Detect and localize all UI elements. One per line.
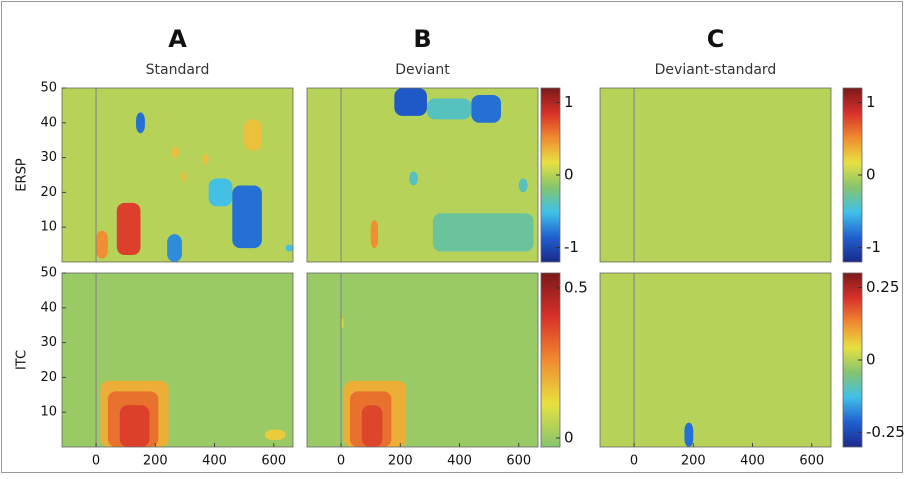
colorbar-tick-label: 1 — [866, 93, 876, 111]
y-tick-label: 10 — [40, 405, 57, 420]
colorbar-tick-label: -0.25 — [866, 423, 905, 441]
plot-frame — [306, 272, 539, 448]
y-tick-label: 30 — [40, 335, 57, 350]
heatmap-blob — [136, 112, 145, 134]
row-label: ERSP — [15, 158, 30, 191]
colorbar-tick-label: 0.25 — [866, 278, 899, 296]
heatmap-blob — [167, 234, 182, 262]
colorbar-tick-label: 1 — [564, 93, 574, 111]
panel-letter: A — [168, 25, 187, 53]
x-tick-label: 200 — [388, 454, 413, 469]
colorbar-tick-label: 0 — [866, 166, 876, 184]
y-tick-label: 30 — [40, 150, 57, 165]
plot-frame — [61, 272, 294, 448]
colorbar-tick-label: -1 — [866, 238, 881, 256]
plot-frame — [61, 87, 294, 263]
x-tick-label: 200 — [143, 454, 168, 469]
heatmap-layer — [100, 380, 286, 447]
heatmap-blob — [432, 213, 534, 252]
colorbar-tick-label: -1 — [564, 238, 579, 256]
heatmap-blob — [202, 154, 209, 165]
heatmap-blob — [426, 98, 472, 120]
y-tick-label: 50 — [40, 81, 57, 96]
colorbar-tick-label: 0 — [564, 166, 574, 184]
heatmap-blob — [232, 185, 262, 249]
heatmap-blob — [244, 119, 262, 151]
x-tick-label: 400 — [447, 454, 472, 469]
x-tick-label: 0 — [630, 454, 638, 469]
x-tick-label: 400 — [740, 454, 765, 469]
heatmap-layer — [96, 112, 293, 262]
heatmap-blob — [181, 171, 187, 182]
heatmap-blob — [264, 429, 286, 441]
y-tick-label: 20 — [40, 370, 57, 385]
colorbar-tick-label: 0.5 — [564, 279, 588, 297]
heatmap-layer — [370, 88, 534, 252]
heatmap-blob — [116, 202, 141, 256]
plot-frame — [599, 272, 832, 448]
x-tick-label: 600 — [261, 454, 286, 469]
x-tick-label: 400 — [202, 454, 227, 469]
y-tick-label: 50 — [40, 266, 57, 281]
heatmap-layer — [684, 422, 694, 447]
colorbar — [540, 272, 561, 448]
heatmap-layer — [341, 318, 407, 447]
x-tick-label: 600 — [506, 454, 531, 469]
y-tick-label: 20 — [40, 185, 57, 200]
heatmap-background — [600, 273, 831, 447]
panel-letter: B — [413, 25, 431, 53]
heatmap-blob — [394, 88, 427, 116]
heatmap-blob — [285, 244, 293, 252]
panel-letter: C — [707, 25, 725, 53]
panel-title: Deviant — [395, 62, 450, 78]
row-label: ITC — [15, 350, 30, 370]
heatmap-blob — [370, 220, 379, 249]
heatmap-blob — [119, 405, 150, 447]
heatmap-blob — [471, 94, 501, 123]
heatmap-blob — [684, 422, 694, 447]
heatmap-blob — [208, 178, 233, 207]
heatmap-blob — [96, 230, 108, 259]
plot-frame — [599, 87, 832, 263]
y-tick-label: 10 — [40, 220, 57, 235]
panel-title: Standard — [146, 62, 210, 78]
panel-title: Deviant-standard — [655, 62, 777, 78]
colorbar-tick-label: 0 — [564, 429, 574, 447]
heatmap-blob — [518, 178, 528, 193]
y-tick-label: 40 — [40, 300, 57, 315]
plot-frame — [306, 87, 539, 263]
heatmap-background — [600, 88, 831, 262]
x-tick-label: 0 — [92, 454, 100, 469]
x-tick-label: 600 — [799, 454, 824, 469]
x-tick-label: 0 — [337, 454, 345, 469]
heatmap-blob — [409, 171, 419, 186]
heatmap-blob — [361, 405, 383, 447]
x-tick-label: 200 — [681, 454, 706, 469]
heatmap-blob — [171, 147, 179, 158]
colorbar-tick-label: 0 — [866, 351, 876, 369]
y-tick-label: 40 — [40, 115, 57, 130]
